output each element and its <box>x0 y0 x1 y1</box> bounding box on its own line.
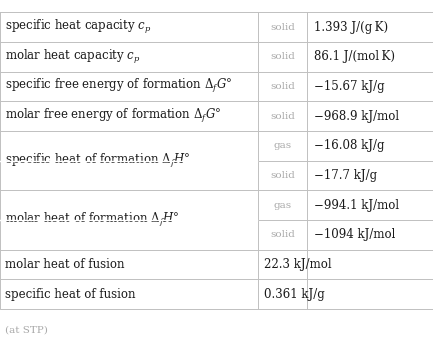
Text: −994.1 kJ/mol: −994.1 kJ/mol <box>314 199 399 211</box>
Text: solid: solid <box>270 52 295 61</box>
Text: −16.08 kJ/g: −16.08 kJ/g <box>314 139 385 152</box>
Text: (at STP): (at STP) <box>5 325 48 334</box>
Text: gas: gas <box>274 201 291 209</box>
Text: −1094 kJ/mol: −1094 kJ/mol <box>314 228 395 241</box>
Text: molar heat capacity $c_p$: molar heat capacity $c_p$ <box>5 48 141 66</box>
Text: molar heat of formation $\Delta_f H°$: molar heat of formation $\Delta_f H°$ <box>5 211 180 229</box>
Text: 22.3 kJ/mol: 22.3 kJ/mol <box>264 258 332 271</box>
Text: solid: solid <box>270 171 295 180</box>
Text: specific heat of formation $\Delta_f H°$: specific heat of formation $\Delta_f H°$ <box>5 151 191 170</box>
Text: molar heat of fusion: molar heat of fusion <box>5 258 125 271</box>
Text: gas: gas <box>274 141 291 150</box>
Text: solid: solid <box>270 23 295 31</box>
Text: 86.1 J/(mol K): 86.1 J/(mol K) <box>314 50 395 63</box>
Text: 0.361 kJ/g: 0.361 kJ/g <box>264 288 325 300</box>
Text: −968.9 kJ/mol: −968.9 kJ/mol <box>314 110 399 122</box>
Text: solid: solid <box>270 82 295 91</box>
Text: solid: solid <box>270 230 295 239</box>
Text: −15.67 kJ/g: −15.67 kJ/g <box>314 80 385 93</box>
Text: molar free energy of formation $\Delta_f G°$: molar free energy of formation $\Delta_f… <box>5 107 221 125</box>
Text: specific heat of fusion: specific heat of fusion <box>5 288 136 300</box>
Text: specific heat capacity $c_p$: specific heat capacity $c_p$ <box>5 18 152 36</box>
Text: solid: solid <box>270 112 295 120</box>
Text: −17.7 kJ/g: −17.7 kJ/g <box>314 169 377 182</box>
Text: 1.393 J/(g K): 1.393 J/(g K) <box>314 21 388 34</box>
Text: specific free energy of formation $\Delta_f G°$: specific free energy of formation $\Delt… <box>5 77 233 95</box>
